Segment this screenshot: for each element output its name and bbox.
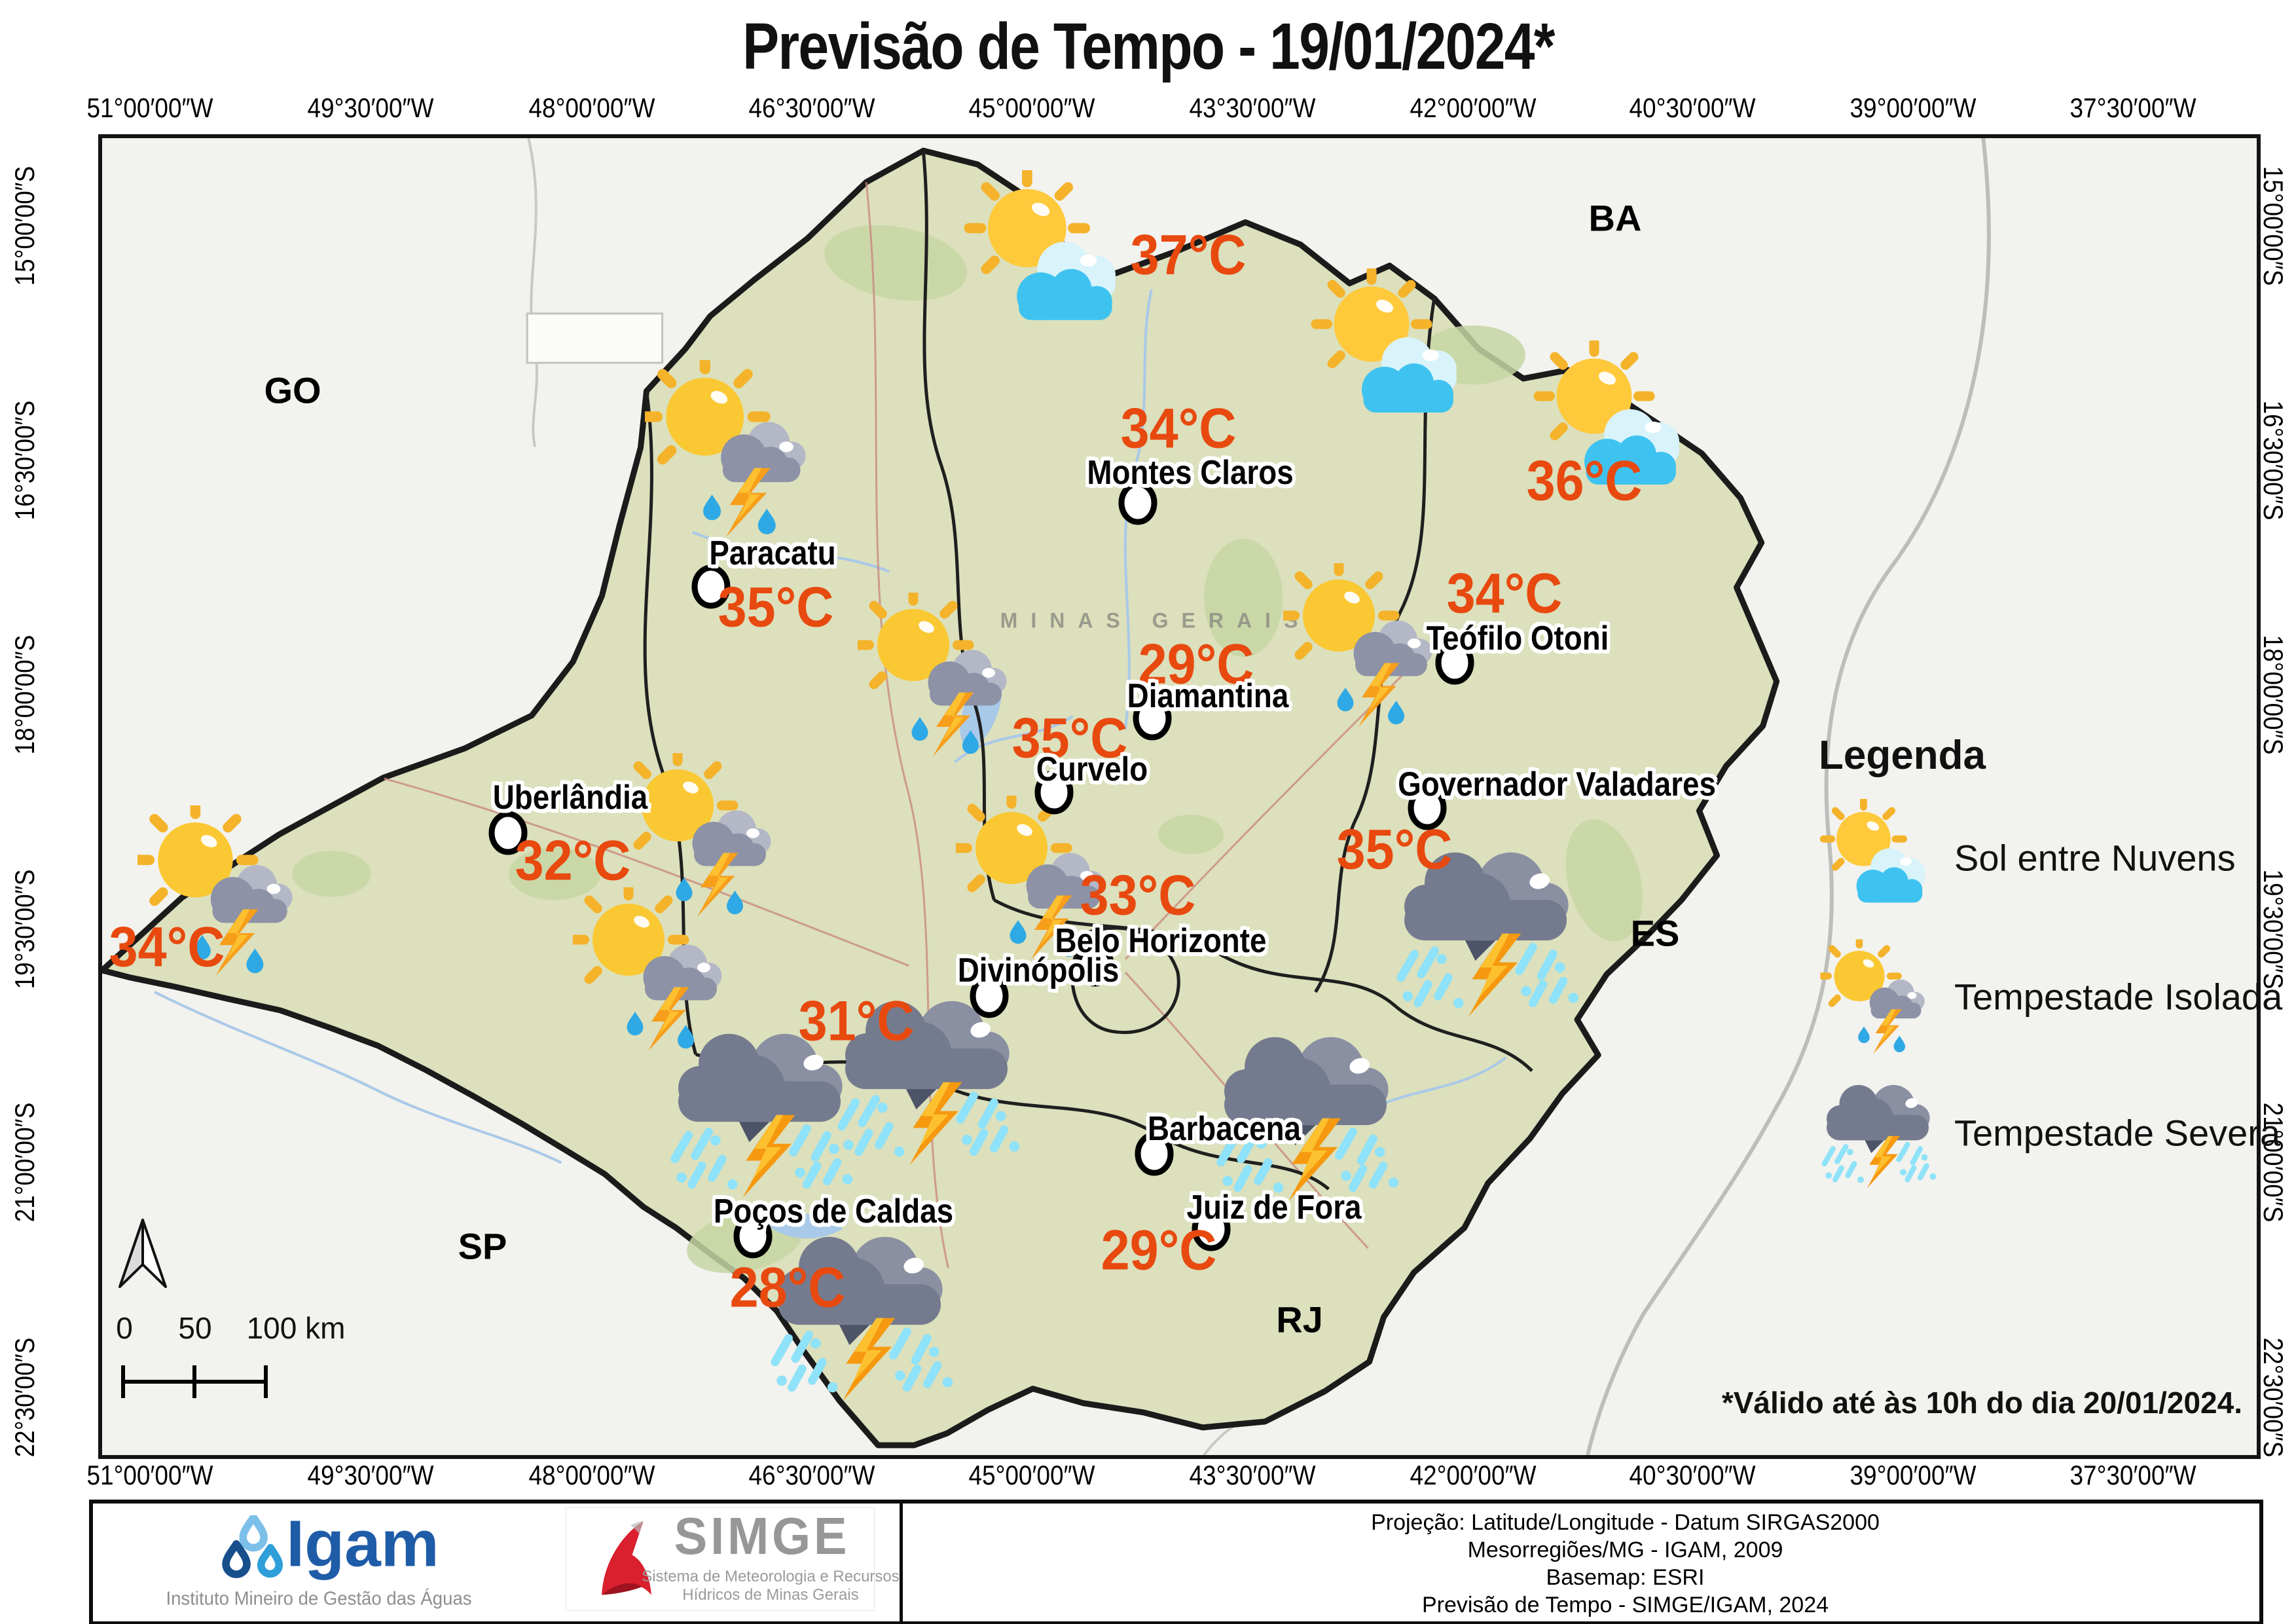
axis-label-lon-bottom: 37°30′00″W bbox=[2069, 1460, 2196, 1490]
igam-subtitle: Instituto Mineiro de Gestão das Águas bbox=[166, 1588, 472, 1610]
temperature-label: 37°C bbox=[1130, 223, 1247, 287]
axis-label-lat-left: 18°00′00″S bbox=[9, 635, 40, 755]
axis-label-lon-bottom: 45°00′00″W bbox=[968, 1460, 1095, 1490]
north-arrow-icon bbox=[118, 1219, 167, 1288]
axis-label-lat-left: 22°30′00″S bbox=[9, 1337, 40, 1458]
state-label-sp: SP bbox=[458, 1225, 507, 1267]
temperature-label: 34°C bbox=[1120, 397, 1237, 460]
city-label: Paracatu bbox=[709, 534, 836, 572]
temperature-label: 34°C bbox=[109, 915, 225, 979]
axis-label-lon-top: 45°00′00″W bbox=[968, 92, 1095, 123]
simge-logo-icon bbox=[602, 1521, 651, 1595]
city-label: Teófilo Otoni bbox=[1426, 619, 1609, 657]
temperature-label: 28°C bbox=[729, 1256, 846, 1320]
temperature-label: 31°C bbox=[798, 989, 915, 1053]
city-label: Belo Horizonte bbox=[1055, 922, 1267, 960]
sun-cloud-icon bbox=[1819, 799, 1937, 917]
axis-label-lat-left: 21°00′00″S bbox=[9, 1102, 40, 1223]
axis-label-lon-top: 40°30′00″W bbox=[1629, 92, 1756, 123]
axis-label-lon-bottom: 51°00′00″W bbox=[86, 1460, 213, 1490]
credit-line: Mesorregiões/MG - IGAM, 2009 bbox=[1467, 1538, 1783, 1562]
state-label-es: ES bbox=[1630, 912, 1680, 954]
footer-bar: Igam Instituto Mineiro de Gestão das Águ… bbox=[89, 1500, 2263, 1624]
igam-logo-icon bbox=[222, 1515, 283, 1578]
footer-divider bbox=[900, 1504, 903, 1621]
scalebar-label: 50 bbox=[178, 1311, 212, 1345]
temperature-label: 29°C bbox=[1138, 633, 1254, 696]
axis-label-lon-top: 49°30′00″W bbox=[307, 92, 434, 123]
legend-item-label: Tempestade Severa bbox=[1954, 1112, 2281, 1154]
axis-label-lon-top: 43°30′00″W bbox=[1189, 92, 1316, 123]
axis-label-lat-right: 18°00′00″S bbox=[2258, 635, 2289, 755]
sun-cloud-icon bbox=[962, 170, 1133, 341]
axis-label-lon-top: 46°30′00″W bbox=[748, 92, 875, 123]
axis-label-lon-top: 39°00′00″W bbox=[1850, 92, 1977, 123]
sun-storm-icon bbox=[1821, 940, 1935, 1054]
sun-storm-icon bbox=[645, 360, 822, 537]
axis-label-lat-left: 19°30′00″S bbox=[9, 869, 40, 989]
legend-item-label: Sol entre Nuvens bbox=[1954, 837, 2236, 879]
city-label: Curvelo bbox=[1036, 750, 1148, 788]
legend-title: Legenda bbox=[1819, 733, 1986, 778]
simge-subtitle: Hídricos de Minas Gerais bbox=[682, 1586, 859, 1604]
temperature-label: 32°C bbox=[515, 829, 631, 893]
validity-note: *Válido até às 10h do dia 20/01/2024. bbox=[1721, 1386, 2242, 1420]
city-label: Juiz de Fora bbox=[1186, 1189, 1362, 1227]
temperature-label: 35°C bbox=[1336, 818, 1453, 881]
axis-label-lon-top: 51°00′00″W bbox=[86, 92, 213, 123]
city-label: Montes Claros bbox=[1087, 454, 1294, 492]
temperature-label: 33°C bbox=[1080, 864, 1196, 927]
city-label: Poços de Caldas bbox=[713, 1192, 954, 1230]
sun-cloud-icon bbox=[1309, 268, 1473, 432]
axis-label-lat-right: 19°30′00″S bbox=[2258, 869, 2289, 989]
city-label: Divinópolis bbox=[957, 951, 1120, 989]
axis-label-lat-left: 16°30′00″S bbox=[9, 400, 40, 521]
temperature-label: 36°C bbox=[1526, 449, 1643, 513]
simge-subtitle: Sistema de Meteorologia e Recursos bbox=[642, 1568, 900, 1585]
map-inset-rect bbox=[526, 312, 664, 364]
axis-label-lon-bottom: 39°00′00″W bbox=[1850, 1460, 1977, 1490]
credit-line: Previsão de Tempo - SIMGE/IGAM, 2024 bbox=[1421, 1593, 1829, 1617]
state-label-rj: RJ bbox=[1276, 1299, 1323, 1340]
temperature-label: 35°C bbox=[718, 576, 834, 639]
state-name-label: MINAS GERAIS bbox=[1000, 608, 1311, 633]
temperature-label: 35°C bbox=[1011, 707, 1128, 770]
simge-logo-text: SIMGE bbox=[674, 1507, 850, 1565]
credit-line: Projeção: Latitude/Longitude - Datum SIR… bbox=[1371, 1510, 1880, 1535]
scalebar-label: 100 km bbox=[246, 1311, 346, 1345]
scalebar bbox=[121, 1365, 268, 1398]
axis-label-lat-right: 22°30′00″S bbox=[2258, 1337, 2289, 1458]
axis-label-lon-bottom: 48°00′00″W bbox=[528, 1460, 655, 1490]
severe-storm-icon bbox=[1814, 1073, 1942, 1194]
axis-label-lat-left: 15°00′00″S bbox=[9, 166, 40, 286]
state-label-ba: BA bbox=[1588, 197, 1642, 239]
state-label-go: GO bbox=[264, 369, 321, 411]
temperature-label: 29°C bbox=[1101, 1219, 1217, 1282]
axis-label-lon-top: 42°00′00″W bbox=[1410, 92, 1537, 123]
legend-item-label: Tempestade Isolada bbox=[1954, 976, 2283, 1018]
credit-line: Basemap: ESRI bbox=[1546, 1565, 1705, 1590]
coastline bbox=[1586, 138, 1991, 1455]
axis-label-lon-bottom: 46°30′00″W bbox=[748, 1460, 875, 1490]
city-label: Diamantina bbox=[1127, 677, 1289, 715]
axis-label-lon-bottom: 40°30′00″W bbox=[1629, 1460, 1756, 1490]
scalebar-label: 0 bbox=[116, 1311, 133, 1345]
sun-storm-icon bbox=[1283, 563, 1447, 727]
igam-logo-text: Igam bbox=[286, 1507, 439, 1581]
axis-label-lon-bottom: 42°00′00″W bbox=[1410, 1460, 1537, 1490]
axis-label-lon-top: 48°00′00″W bbox=[528, 92, 655, 123]
city-label: Barbacena bbox=[1147, 1110, 1302, 1148]
page-title: Previsão de Tempo - 19/01/2024* bbox=[742, 10, 1555, 83]
axis-label-lat-right: 16°30′00″S bbox=[2258, 400, 2289, 521]
axis-label-lon-bottom: 43°30′00″W bbox=[1189, 1460, 1316, 1490]
city-label: Uberlândia bbox=[492, 779, 648, 817]
city-label: Governador Valadares bbox=[1398, 766, 1716, 803]
axis-label-lon-bottom: 49°30′00″W bbox=[307, 1460, 434, 1490]
temperature-label: 34°C bbox=[1446, 562, 1563, 625]
axis-label-lon-top: 37°30′00″W bbox=[2069, 92, 2196, 123]
sun-storm-icon bbox=[858, 593, 1021, 756]
axis-label-lat-right: 15°00′00″S bbox=[2258, 166, 2289, 286]
